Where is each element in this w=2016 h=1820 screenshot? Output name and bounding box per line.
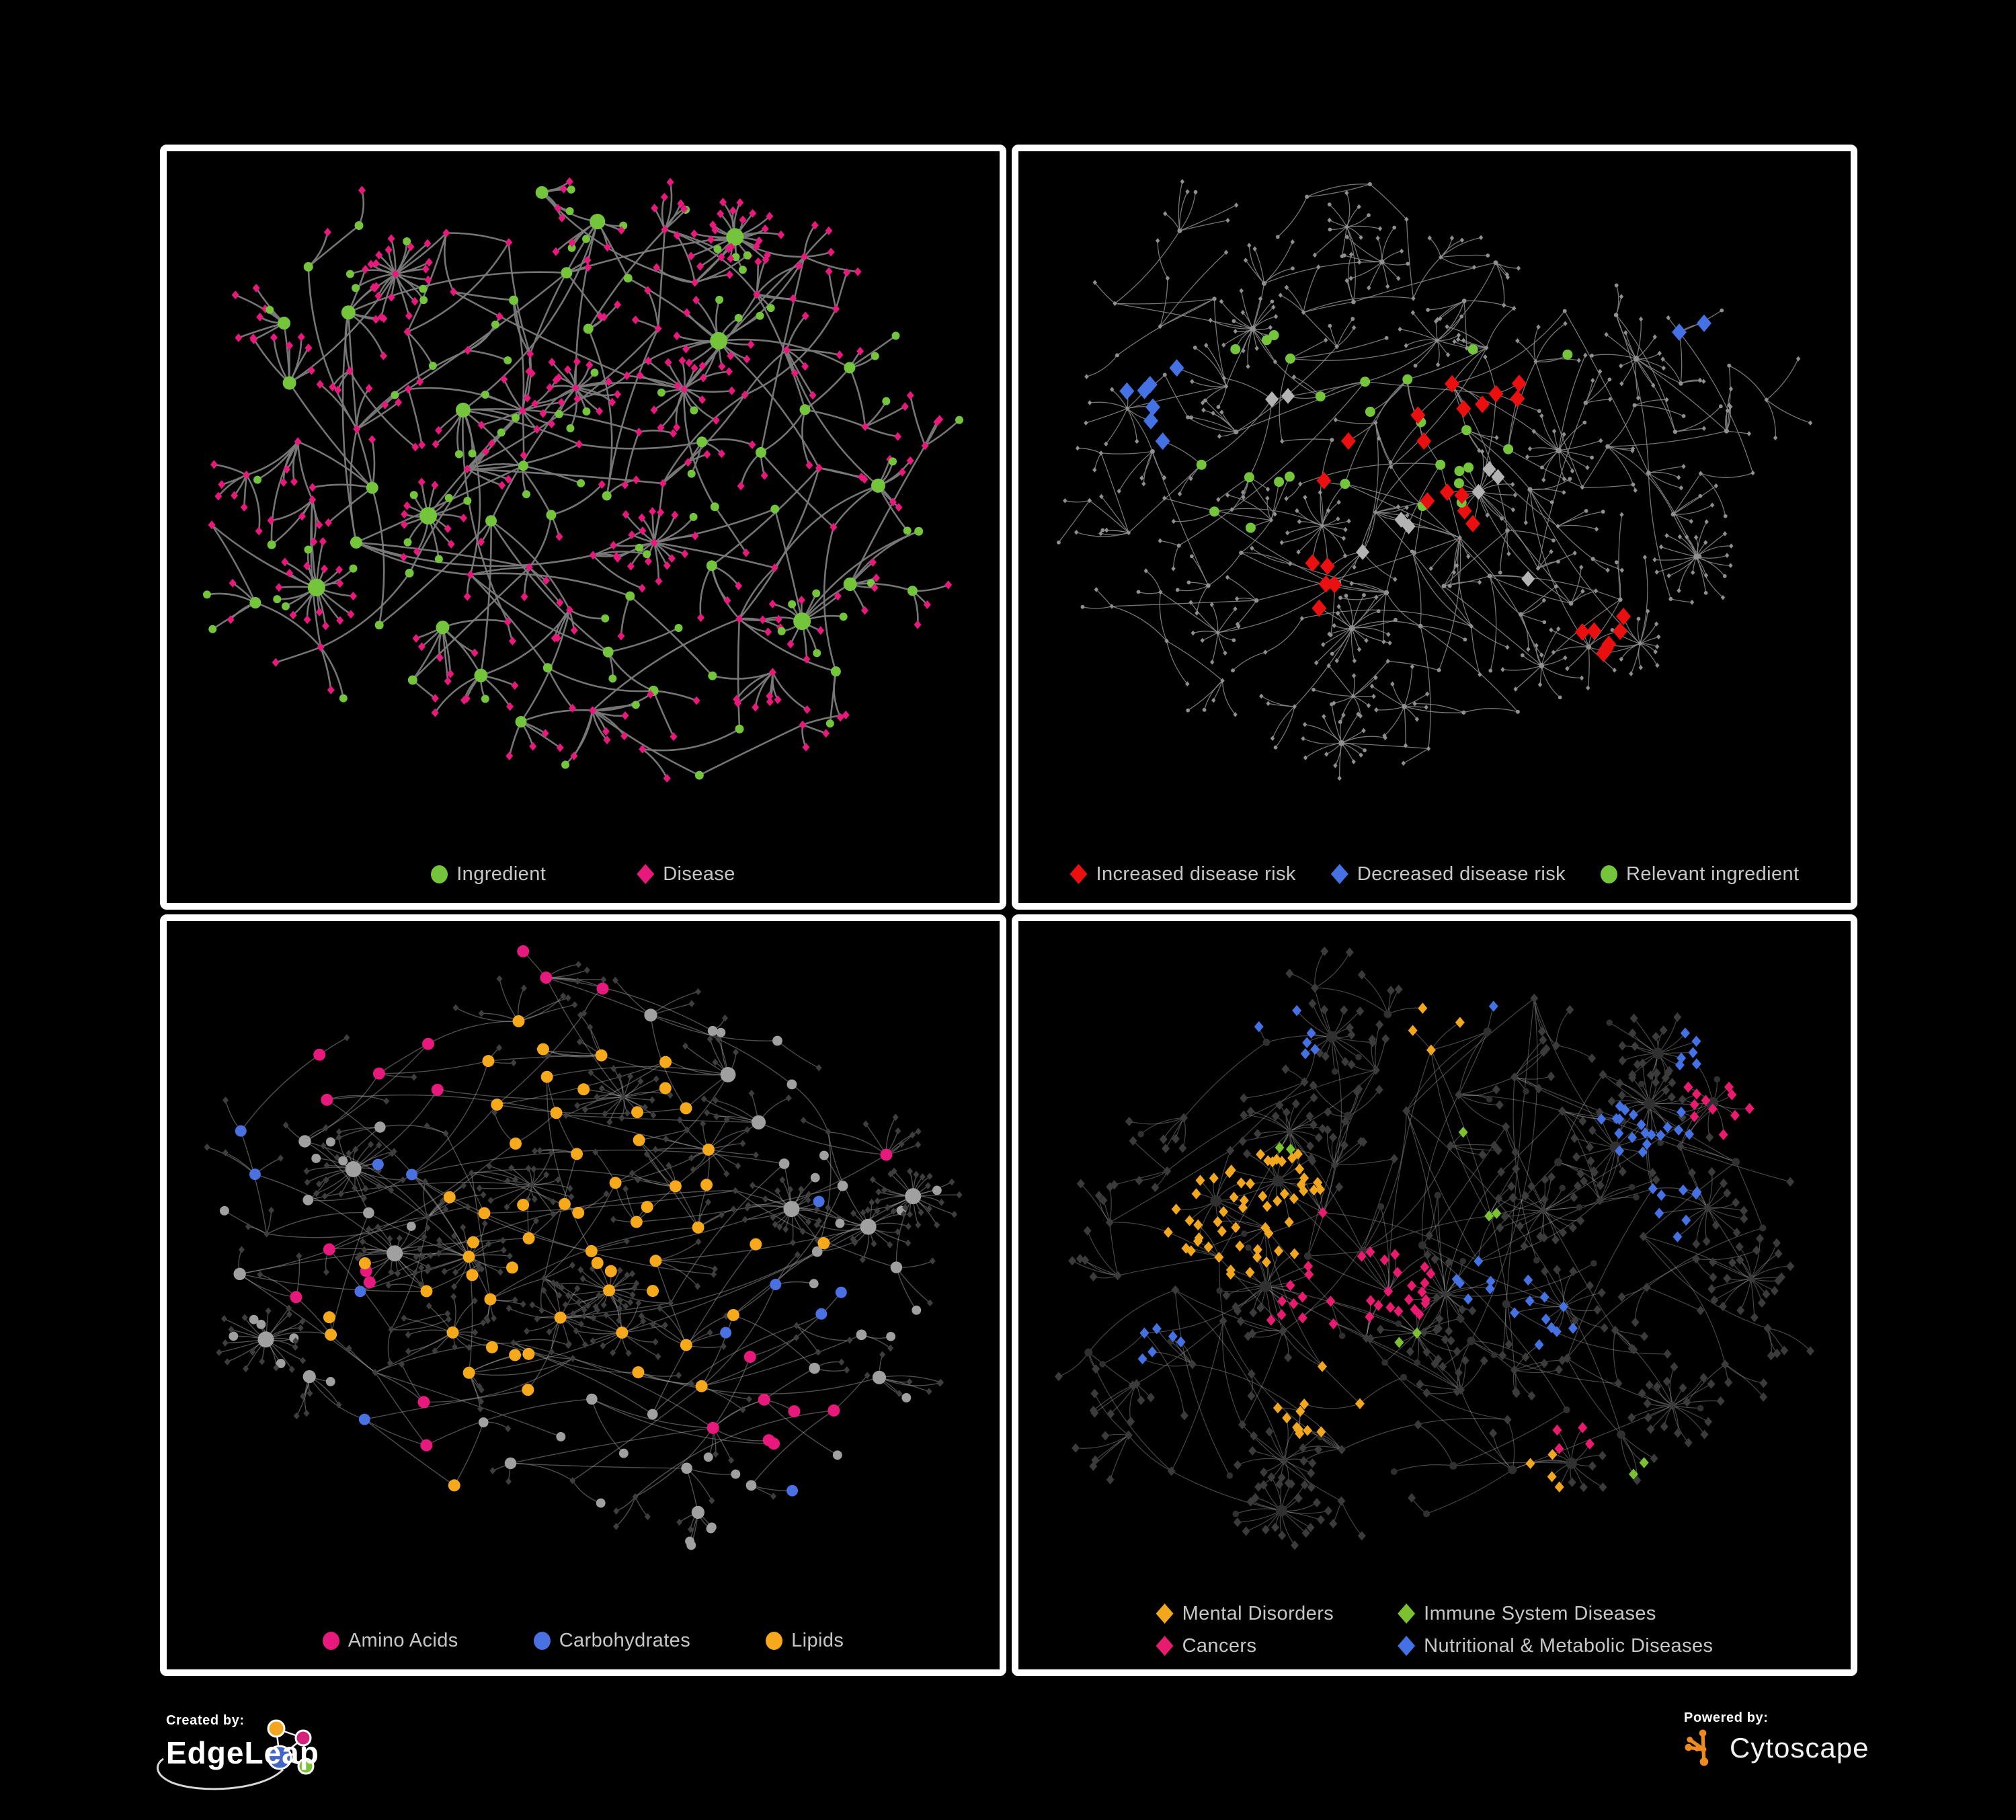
legend-item: Nutritional & Metabolic Diseases — [1398, 1636, 1713, 1656]
legend-marker-diamond-icon — [1070, 864, 1088, 884]
legend-label: Increased disease risk — [1096, 863, 1296, 885]
legend-marker-circle-icon — [431, 865, 448, 883]
created-by-block: Created by: EdgeLeap — [157, 1713, 319, 1790]
legend-item: Carbohydrates — [533, 1630, 691, 1651]
legend-ingredient-class: Amino Acids Carbohydrates Lipids — [167, 1631, 1000, 1651]
legend-marker-circle-icon — [766, 1632, 783, 1650]
legend-label: Carbohydrates — [559, 1630, 691, 1651]
legend-marker-diamond-icon — [1398, 1604, 1416, 1624]
legend-label: Decreased disease risk — [1357, 863, 1566, 885]
powered-by-block: Powered by: Cytosc — [1684, 1710, 1869, 1768]
legend-marker-circle-icon — [1601, 865, 1618, 883]
legend-label: Ingredient — [456, 863, 547, 885]
legend-item: Mental Disorders — [1156, 1604, 1334, 1624]
legend-marker-diamond-icon — [1330, 864, 1348, 884]
legend-marker-circle-icon — [322, 1632, 339, 1650]
legend-item: Amino Acids — [322, 1630, 458, 1651]
cytoscape-wordmark: Cytoscape — [1730, 1732, 1869, 1764]
legend-item: Decreased disease risk — [1330, 863, 1566, 885]
legend-marker-diamond-icon — [637, 864, 655, 884]
legend-item: Lipids — [766, 1631, 844, 1651]
legend-item: Cancers — [1156, 1636, 1257, 1656]
legend-marker-diamond-icon — [1398, 1636, 1416, 1656]
legend-item: Increased disease risk — [1070, 864, 1295, 884]
legend-label: Immune System Diseases — [1424, 1602, 1656, 1624]
network-graph-ingredient-disease — [202, 177, 964, 783]
panel-ingredient-disease-network: Ingredient Disease — [160, 145, 1006, 910]
legend-label: Disease — [663, 863, 735, 885]
edgeleap-wordmark: EdgeLeap — [166, 1735, 319, 1770]
panel-disease-risk-network: Increased disease risk Decreased disease … — [1012, 145, 1857, 910]
legend-label: Nutritional & Metabolic Diseases — [1424, 1634, 1713, 1657]
legend-disease-category: Mental Disorders Immune System Diseases Ca… — [1018, 1604, 1851, 1656]
legend-label: Mental Disorders — [1182, 1602, 1334, 1624]
legend-label: Cancers — [1182, 1634, 1257, 1657]
legend-disease-risk: Increased disease risk Decreased disease … — [1018, 864, 1851, 884]
network-graph-ingredient-class — [204, 945, 963, 1550]
legend-label: Amino Acids — [348, 1630, 458, 1651]
legend-label: Relevant ingredient — [1626, 863, 1800, 885]
legend-label: Lipids — [791, 1630, 844, 1651]
legend-marker-diamond-icon — [1156, 1604, 1174, 1624]
legend-item: Immune System Diseases — [1398, 1604, 1656, 1624]
network-graph-disease-risk — [1057, 179, 1813, 781]
cytoscape-logo-icon — [1685, 1729, 1709, 1766]
panel-ingredient-class-network: Amino Acids Carbohydrates Lipids — [160, 914, 1006, 1676]
panel-disease-category-network: Mental Disorders Immune System Diseases Ca… — [1012, 914, 1857, 1676]
legend-item: Ingredient — [431, 863, 547, 885]
legend-marker-circle-icon — [533, 1632, 551, 1650]
legend-item: Relevant ingredient — [1601, 863, 1800, 885]
legend-marker-diamond-icon — [1156, 1636, 1174, 1656]
edgeleap-logo-icon — [157, 1719, 315, 1790]
created-by-label: Created by: — [166, 1713, 245, 1728]
legend-item: Disease — [637, 864, 735, 884]
network-graph-disease-category — [1054, 946, 1815, 1550]
powered-by-label: Powered by: — [1684, 1710, 1769, 1725]
legend-ingredient-disease: Ingredient Disease — [167, 864, 1000, 884]
